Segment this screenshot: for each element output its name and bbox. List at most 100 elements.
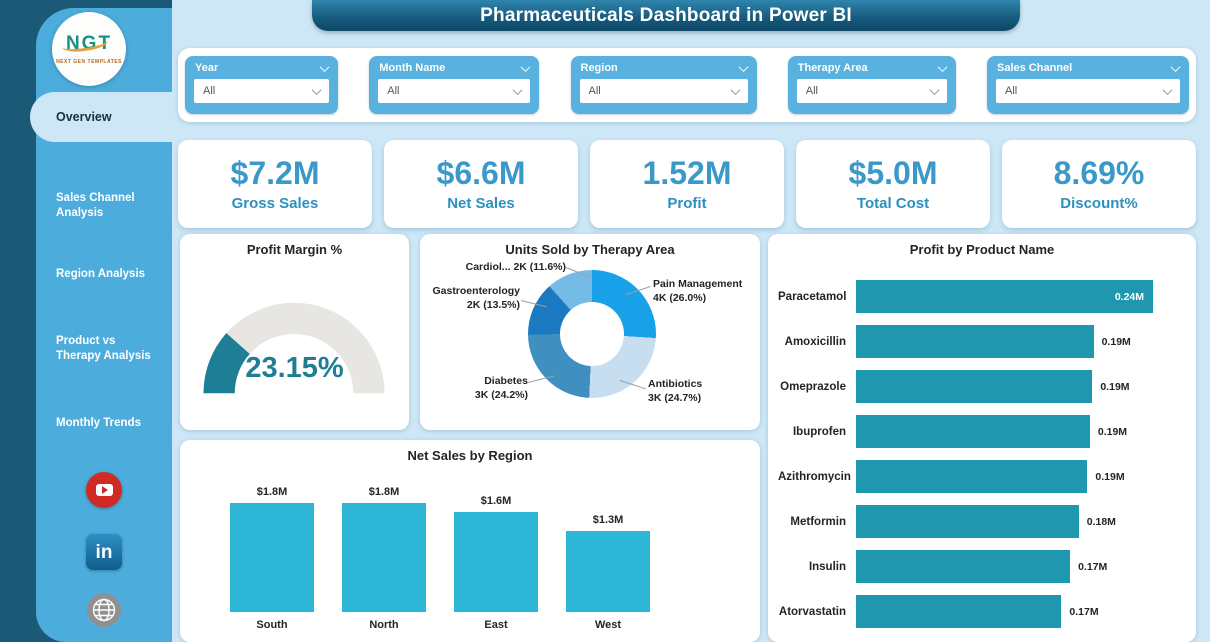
slicer-dropdown[interactable]: All xyxy=(194,79,329,103)
kpi-row: $7.2M Gross Sales $6.6M Net Sales 1.52M … xyxy=(178,140,1196,228)
sidebar-item-monthly-trends[interactable]: Monthly Trends xyxy=(36,416,172,431)
slicer-header[interactable]: Year xyxy=(185,56,338,76)
column-chart: $1.8M South $1.8M North $1.6M East $1.3M… xyxy=(230,486,650,634)
product-bar[interactable] xyxy=(856,415,1090,448)
slicer-header[interactable]: Therapy Area xyxy=(788,56,956,76)
slicer-label: Year xyxy=(195,62,219,74)
slicer-region: Region All xyxy=(570,56,757,114)
website-globe-icon[interactable] xyxy=(86,592,122,628)
chart-title: Net Sales by Region xyxy=(407,448,533,463)
sidebar: NGT NEXT GEN TEMPLATES Overview Sales Ch… xyxy=(30,8,178,642)
slice-name: Gastroenterology xyxy=(432,285,520,297)
slice-value: 2K (11.6%) xyxy=(513,261,566,273)
hbar-row-insulin: Insulin 0.17M xyxy=(778,545,1153,589)
column-south: $1.8M South xyxy=(230,486,314,634)
kpi-label: Discount% xyxy=(1060,194,1138,212)
bar-track: 0.19M xyxy=(856,370,1153,403)
sidebar-item-overview[interactable]: Overview xyxy=(30,92,178,142)
slicer-dropdown[interactable]: All xyxy=(996,79,1180,103)
sidebar-item-sales-channel-analysis[interactable]: Sales Channel Analysis xyxy=(36,191,172,221)
sidebar-item-region-analysis[interactable]: Region Analysis xyxy=(36,267,172,282)
donut-label-gastroenterology: Gastroenterology 2K (13.5%) xyxy=(420,285,520,312)
product-bar-value: 0.17M xyxy=(1078,560,1108,573)
bar-value-label: $1.3M xyxy=(592,514,624,526)
slicer-value: All xyxy=(387,85,400,97)
region-bar[interactable] xyxy=(342,503,426,613)
hbar-row-azithromycin: Azithromycin 0.19M xyxy=(778,455,1153,499)
bar-category-label: Atorvastatin xyxy=(778,605,846,618)
logo-subtext: NEXT GEN TEMPLATES xyxy=(56,59,122,65)
region-bar[interactable] xyxy=(230,503,314,613)
chart-title: Profit Margin % xyxy=(246,242,343,257)
hbar-row-metformin: Metformin 0.18M xyxy=(778,500,1153,544)
product-bar[interactable] xyxy=(856,550,1071,583)
kpi-label: Net Sales xyxy=(447,194,515,212)
gauge-chart xyxy=(203,302,385,394)
product-bar[interactable] xyxy=(856,370,1093,403)
slicer-dropdown[interactable]: All xyxy=(579,79,748,103)
youtube-icon[interactable] xyxy=(86,472,122,508)
bar-track: 0.24M xyxy=(856,280,1153,313)
product-bar[interactable] xyxy=(856,595,1062,628)
product-bar[interactable] xyxy=(856,460,1088,493)
slicer-label: Region xyxy=(580,62,618,74)
kpi-card-net-sales: $6.6M Net Sales xyxy=(384,140,578,228)
page-title: Pharmaceuticals Dashboard in Power BI xyxy=(480,4,852,26)
product-bar-value: 0.19M xyxy=(1097,425,1128,438)
kpi-card-profit: 1.52M Profit xyxy=(590,140,784,228)
kpi-card-discount: 8.69% Discount% xyxy=(1002,140,1196,228)
product-bar[interactable] xyxy=(856,325,1094,358)
column-west: $1.3M West xyxy=(566,486,650,634)
sidebar-item-product-vs-therapy-analysis[interactable]: Product vs Therapy Analysis xyxy=(36,334,172,364)
region-bar[interactable] xyxy=(454,512,538,612)
bar-category-label: Paracetamol xyxy=(778,290,847,303)
kpi-value: $7.2M xyxy=(230,155,320,192)
chevron-down-icon xyxy=(929,84,940,95)
chevron-down-icon xyxy=(937,61,948,72)
chart-title: Units Sold by Therapy Area xyxy=(505,242,675,257)
bar-category-label: Omeprazole xyxy=(780,380,846,393)
donut-label-cardiology: Cardiol... 2K (11.6%) xyxy=(446,261,566,275)
hbar-row-ibuprofen: Ibuprofen 0.19M xyxy=(778,410,1153,454)
slicer-dropdown[interactable]: All xyxy=(378,79,531,103)
product-bar-value: 0.17M xyxy=(1069,605,1099,618)
units-by-therapy-donut-card: Units Sold by Therapy Area Pain Manageme… xyxy=(420,234,760,430)
bar-track: 0.17M xyxy=(856,595,1153,628)
slicer-sales-channel: Sales Channel All xyxy=(987,56,1189,114)
slice-value: 4K (26.0%) xyxy=(653,291,707,304)
profit-margin-gauge-card: Profit Margin % 23.15% xyxy=(180,234,409,430)
slicer-label: Month Name xyxy=(379,62,446,74)
slicer-header[interactable]: Region xyxy=(571,56,757,76)
product-bar[interactable] xyxy=(856,280,1153,313)
youtube-play-box xyxy=(95,484,113,496)
chevron-down-icon xyxy=(738,61,748,72)
region-bar[interactable] xyxy=(566,531,650,612)
bar-track: 0.19M xyxy=(856,325,1153,358)
donut-label-antibiotics: Antibiotics 3K (24.7%) xyxy=(648,378,748,405)
slicer-dropdown[interactable]: All xyxy=(796,79,947,103)
slice-name: Cardiol... xyxy=(465,261,511,273)
linkedin-icon[interactable]: in xyxy=(86,534,122,570)
donut-hole xyxy=(560,302,624,366)
product-bar-value: 0.24M xyxy=(1114,290,1144,303)
bar-category-label: Metformin xyxy=(790,515,846,528)
chevron-down-icon xyxy=(520,61,531,72)
bar-track: 0.19M xyxy=(856,460,1153,493)
slicer-therapy-area: Therapy Area All xyxy=(787,56,956,114)
bar-value-label: $1.8M xyxy=(256,486,288,498)
kpi-value: $6.6M xyxy=(436,155,526,192)
sidebar-item-label: Sales Channel Analysis xyxy=(56,192,135,219)
product-bar-value: 0.19M xyxy=(1101,335,1131,348)
bar-category-label: Insulin xyxy=(808,560,846,573)
chevron-down-icon xyxy=(1170,61,1181,72)
slicer-header[interactable]: Month Name xyxy=(369,56,539,76)
product-bar[interactable] xyxy=(856,505,1079,538)
slicer-header[interactable]: Sales Channel xyxy=(987,56,1189,76)
bar-track: 0.18M xyxy=(856,505,1153,538)
slicer-value: All xyxy=(588,85,601,97)
bar-track: 0.19M xyxy=(856,415,1153,448)
hbar-row-atorvastatin: Atorvastatin 0.17M xyxy=(778,590,1153,634)
kpi-value: 1.52M xyxy=(642,155,732,192)
slice-value: 2K (13.5%) xyxy=(466,298,520,311)
